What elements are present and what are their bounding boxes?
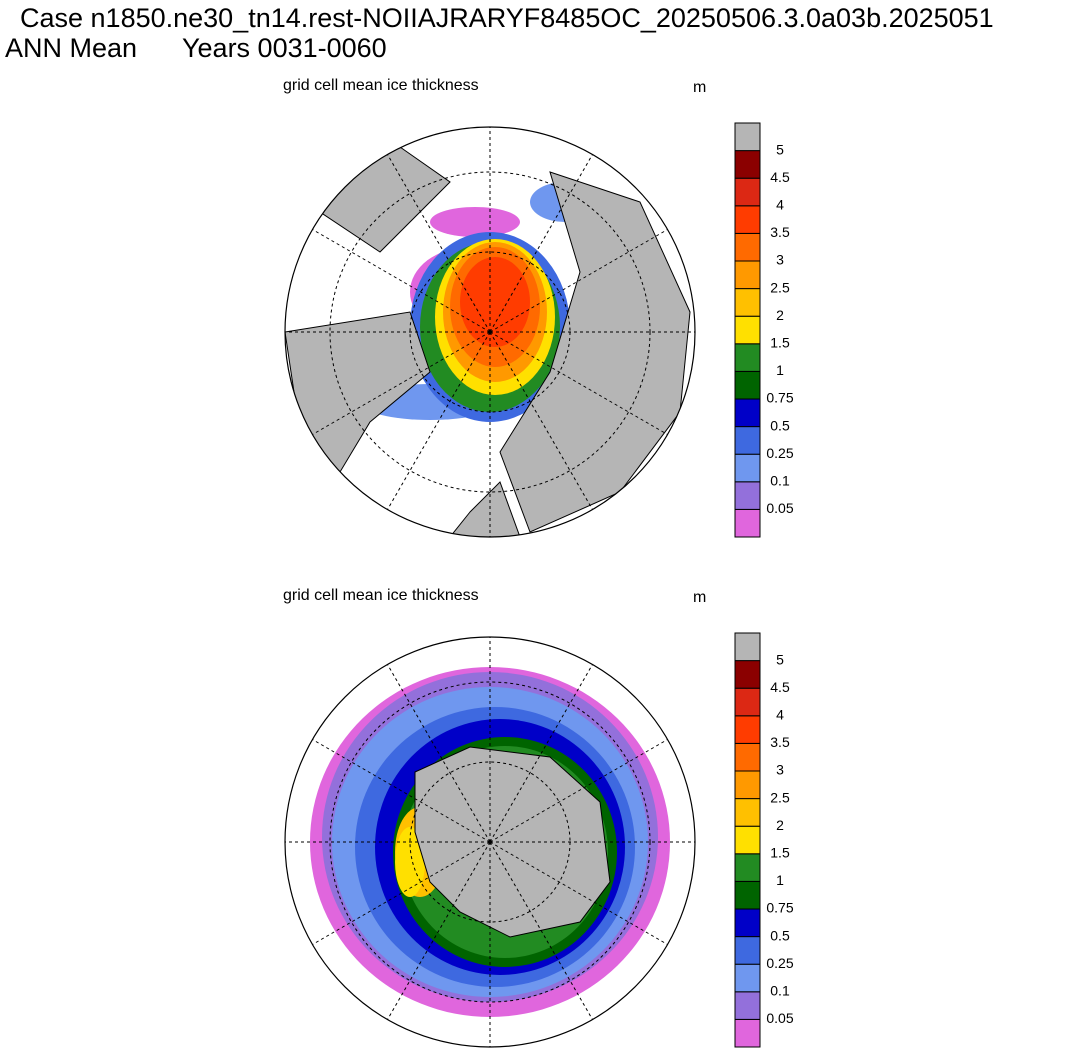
colorbar-label: 5 (776, 651, 784, 667)
colorbar-label: 1.5 (770, 845, 790, 861)
colorbar-label: 2 (776, 307, 784, 323)
colorbar-box (734, 426, 761, 455)
longitude-line (312, 841, 491, 945)
polar-map (284, 126, 696, 538)
case-title: Case n1850.ne30_tn14.rest-NOIIAJRARYF848… (20, 3, 994, 33)
years: Years 0031-0060 (182, 33, 387, 63)
colorbar-label: 0.75 (766, 390, 793, 406)
colorbar-box (734, 508, 761, 538)
land (499, 171, 691, 533)
colorbar-box (734, 687, 761, 717)
colorbar-box (734, 260, 761, 290)
longitude-line (489, 739, 668, 843)
colorbar-label: 3 (776, 252, 784, 268)
longitude-line (489, 331, 593, 510)
panel-title: grid cell mean ice thickness (283, 587, 479, 604)
map-border (284, 126, 696, 538)
longitude-line (489, 229, 668, 333)
panel-title: grid cell mean ice thickness (283, 77, 479, 94)
longitude-line (312, 229, 491, 333)
colorbar-label: 2.5 (770, 789, 790, 805)
colorbar-box (734, 798, 761, 827)
colorbar-box (734, 963, 761, 993)
colorbar-box (734, 150, 761, 179)
colorbar-box (734, 177, 761, 207)
units: m (693, 589, 706, 606)
longitude-line (489, 664, 593, 843)
longitude-line (387, 841, 491, 1020)
colorbar-label: 0.1 (770, 983, 790, 999)
colorbar-label: 4.5 (770, 679, 790, 695)
colorbar-label: 3.5 (770, 224, 790, 240)
colorbar-box (734, 315, 761, 345)
longitude-line (387, 331, 491, 510)
longitude-line (489, 841, 668, 945)
colorbar-label: 4.5 (770, 169, 790, 185)
colorbar-label: 2 (776, 817, 784, 833)
colorbar-label: 1 (776, 362, 784, 378)
longitude-line (312, 739, 491, 843)
colorbar-label: 5 (776, 141, 784, 157)
latitude-line (329, 681, 651, 1003)
colorbar-label: 0.05 (766, 500, 793, 516)
ice-region (460, 257, 530, 347)
map-border (284, 636, 696, 1048)
longitude-line (489, 841, 593, 1020)
colorbar-label: 3.5 (770, 734, 790, 750)
colorbar-box (734, 288, 761, 317)
land (448, 481, 521, 537)
colorbar-label: 4 (776, 197, 784, 213)
colorbar-box (734, 453, 761, 483)
colorbar-label: 0.5 (770, 417, 790, 433)
longitude-line (312, 331, 491, 435)
colorbar-box (734, 991, 761, 1020)
colorbar-box (734, 770, 761, 800)
season: ANN Mean (5, 33, 137, 63)
colorbar-box (734, 398, 761, 428)
colorbar-box (734, 481, 761, 510)
colorbar-box (734, 936, 761, 965)
colorbar-box (734, 205, 761, 234)
colorbar-label: 4 (776, 707, 784, 723)
units: m (693, 79, 706, 96)
colorbar-box (734, 715, 761, 744)
colorbar-box (734, 343, 761, 372)
colorbar-label: 0.05 (766, 1010, 793, 1026)
colorbar-box (734, 853, 761, 882)
map-body (285, 637, 695, 1047)
colorbar-box (734, 232, 761, 262)
colorbar-box (734, 632, 761, 662)
map-body (285, 127, 695, 537)
colorbar-box (734, 122, 761, 152)
colorbar-label: 0.5 (770, 927, 790, 943)
colorbar-box (734, 742, 761, 772)
longitude-line (387, 664, 491, 843)
colorbar-label: 2.5 (770, 279, 790, 295)
polar-map (284, 636, 696, 1048)
colorbar-box (734, 370, 761, 400)
longitude-line (489, 331, 668, 435)
latitude-line (329, 171, 651, 493)
colorbar-box (734, 825, 761, 855)
colorbar-label: 0.75 (766, 900, 793, 916)
colorbar-label: 0.25 (766, 445, 793, 461)
land (414, 746, 611, 938)
colorbar-box (734, 660, 761, 689)
ice-region (430, 207, 520, 237)
colorbar-label: 1.5 (770, 335, 790, 351)
longitude-line (489, 154, 593, 333)
colorbar-box (734, 908, 761, 938)
colorbar-box (734, 1018, 761, 1048)
colorbar-label: 0.25 (766, 955, 793, 971)
colorbar-label: 1 (776, 872, 784, 888)
ice-region (395, 827, 425, 897)
colorbar-label: 0.1 (770, 473, 790, 489)
colorbar-label: 3 (776, 762, 784, 778)
colorbar-box (734, 880, 761, 910)
longitude-line (387, 154, 491, 333)
